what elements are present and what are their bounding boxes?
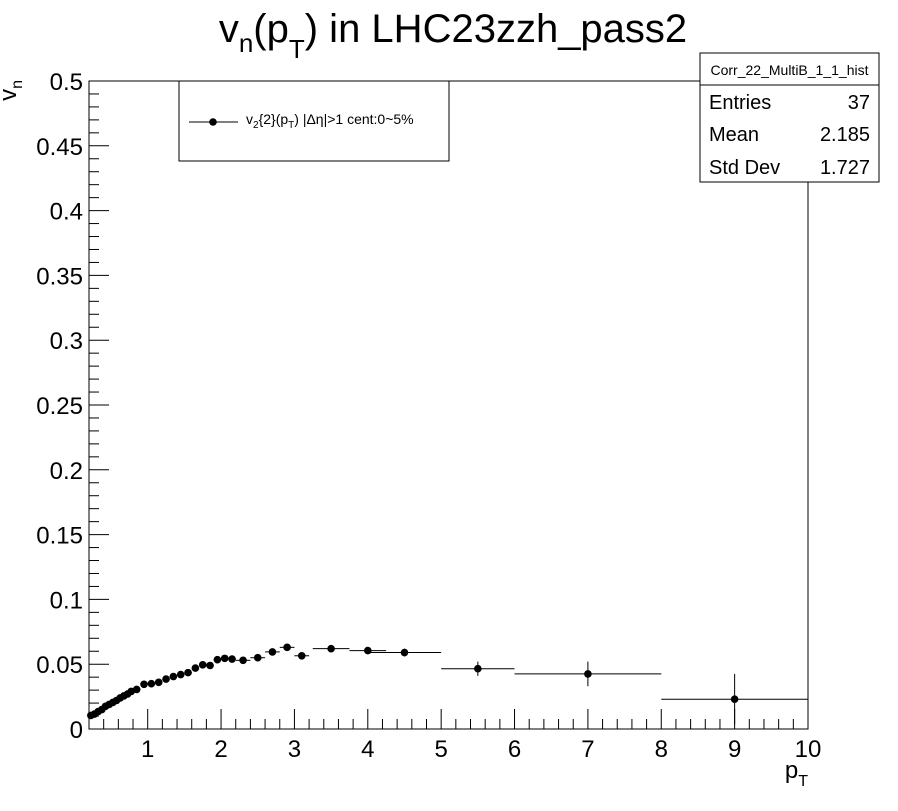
y-axis: 0 0.05 0.1 0.15 0.2 0.25 0.3 0.35 0.4 0.45 0.5 bbox=[36, 69, 109, 744]
data-point bbox=[584, 670, 592, 678]
legend-entry-label: v2{2}(pT) |Δη|>1 cent:0~5% bbox=[246, 111, 414, 131]
y-axis-label-sub: n bbox=[9, 80, 26, 89]
x-axis-label-base: p bbox=[785, 757, 798, 784]
x-tick-label: 3 bbox=[288, 736, 301, 763]
legend-part2: {2}(p bbox=[259, 111, 289, 127]
stats-box-frame bbox=[699, 52, 880, 183]
x-tick-label: 5 bbox=[434, 736, 447, 763]
stats-entries-label: Entries bbox=[709, 92, 771, 114]
x-tick-label: 10 bbox=[795, 736, 822, 763]
stats-mean-label: Mean bbox=[709, 124, 759, 146]
data-point bbox=[191, 664, 200, 672]
y-tick-label: 0.15 bbox=[36, 523, 83, 550]
x-tick-label: 8 bbox=[655, 736, 668, 763]
y-tick-label: 0.2 bbox=[50, 458, 83, 485]
title-sub2: T bbox=[289, 34, 305, 64]
x-tick-label: 7 bbox=[581, 736, 594, 763]
legend-part3: ) |Δη|>1 cent:0~5% bbox=[294, 111, 413, 127]
data-point bbox=[400, 648, 409, 657]
y-tick-label: 0 bbox=[70, 717, 83, 744]
stats-mean-value: 2.185 bbox=[820, 124, 870, 146]
title-rest: ) in LHC23zzh_pass2 bbox=[305, 7, 687, 51]
y-tick-label: 0.3 bbox=[50, 328, 83, 355]
stats-stddev-label: Std Dev bbox=[709, 157, 780, 179]
data-point bbox=[176, 670, 185, 679]
y-tick-label: 0.45 bbox=[36, 134, 83, 161]
title-base: v bbox=[219, 7, 239, 51]
data-point bbox=[253, 653, 262, 662]
data-point bbox=[140, 680, 148, 689]
data-point bbox=[220, 654, 229, 663]
data-point bbox=[363, 646, 372, 655]
data-point bbox=[154, 678, 163, 687]
data-point bbox=[297, 651, 306, 660]
data-point bbox=[327, 644, 335, 653]
legend-marker bbox=[209, 118, 217, 126]
stats-entries-value: 37 bbox=[848, 92, 870, 114]
y-tick-label: 0.05 bbox=[36, 652, 83, 679]
x-axis-label: pT bbox=[785, 757, 808, 790]
x-tick-label: 4 bbox=[361, 736, 374, 763]
legend-part1: v bbox=[246, 111, 253, 127]
data-point bbox=[474, 664, 482, 673]
data-series bbox=[87, 643, 808, 725]
data-point bbox=[184, 668, 192, 677]
x-axis: 1 2 3 4 5 6 7 8 9 10 bbox=[103, 709, 822, 763]
data-point bbox=[268, 648, 277, 656]
y-axis-label: vn bbox=[0, 80, 26, 101]
stats-box: Corr_22_MultiB_1_1_hist Entries 37 Mean … bbox=[699, 52, 880, 183]
stats-box-title: Corr_22_MultiB_1_1_hist bbox=[711, 62, 869, 78]
y-axis-label-base: v bbox=[0, 89, 22, 101]
data-point bbox=[283, 643, 291, 652]
x-tick-label: 2 bbox=[214, 736, 227, 763]
y-tick-label: 0.1 bbox=[50, 587, 83, 614]
legend-sub2: T bbox=[288, 120, 294, 131]
title-mid: (p bbox=[253, 7, 289, 51]
data-point bbox=[206, 661, 214, 670]
y-tick-label: 0.4 bbox=[50, 199, 83, 226]
data-point bbox=[228, 655, 236, 663]
data-point bbox=[162, 675, 170, 683]
data-point bbox=[198, 661, 207, 669]
legend-box bbox=[178, 80, 450, 162]
y-tick-label: 0.25 bbox=[36, 393, 83, 420]
y-tick-label: 0.35 bbox=[36, 263, 83, 290]
x-tick-label: 1 bbox=[141, 736, 154, 763]
x-tick-label: 9 bbox=[728, 736, 741, 763]
x-tick-label: 6 bbox=[508, 736, 521, 763]
data-point bbox=[132, 685, 141, 694]
data-point bbox=[213, 655, 222, 664]
data-point bbox=[147, 679, 156, 688]
chart-title: vn(pT) in LHC23zzh_pass2 bbox=[219, 7, 687, 64]
legend: v2{2}(pT) |Δη|>1 cent:0~5% bbox=[178, 80, 450, 162]
title-sub1: n bbox=[239, 28, 253, 58]
y-tick-label: 0.5 bbox=[50, 69, 83, 96]
x-axis-label-sub: T bbox=[798, 773, 808, 790]
stats-stddev-value: 1.727 bbox=[820, 157, 870, 179]
data-point bbox=[169, 672, 178, 681]
legend-sub1: 2 bbox=[253, 120, 259, 131]
data-point bbox=[730, 695, 739, 703]
data-point bbox=[239, 656, 247, 665]
